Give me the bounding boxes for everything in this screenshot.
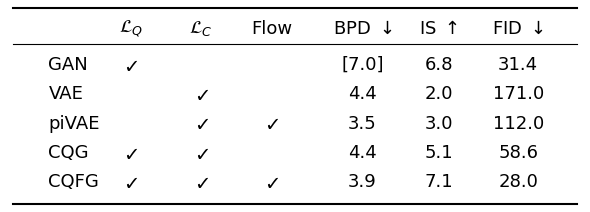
- Text: IS $\uparrow$: IS $\uparrow$: [419, 20, 458, 38]
- Text: CQG: CQG: [48, 144, 89, 162]
- Text: 5.1: 5.1: [425, 144, 453, 162]
- Text: $\checkmark$: $\checkmark$: [194, 114, 208, 133]
- Text: Flow: Flow: [251, 20, 292, 38]
- Text: 4.4: 4.4: [348, 85, 377, 103]
- Text: piVAE: piVAE: [48, 115, 100, 133]
- Text: 3.0: 3.0: [425, 115, 453, 133]
- Text: $\checkmark$: $\checkmark$: [123, 56, 138, 75]
- Text: $\checkmark$: $\checkmark$: [194, 144, 208, 163]
- Text: 4.4: 4.4: [348, 144, 377, 162]
- Text: 28.0: 28.0: [498, 173, 538, 191]
- Text: FID $\downarrow$: FID $\downarrow$: [492, 20, 544, 38]
- Text: 3.9: 3.9: [348, 173, 377, 191]
- Text: $\checkmark$: $\checkmark$: [123, 144, 138, 163]
- Text: $\checkmark$: $\checkmark$: [264, 173, 279, 192]
- Text: [7.0]: [7.0]: [341, 56, 384, 74]
- Text: 7.1: 7.1: [425, 173, 453, 191]
- Text: 6.8: 6.8: [425, 56, 453, 74]
- Text: 58.6: 58.6: [498, 144, 538, 162]
- Text: $\checkmark$: $\checkmark$: [194, 173, 208, 192]
- Text: BPD $\downarrow$: BPD $\downarrow$: [333, 20, 392, 38]
- Text: 31.4: 31.4: [498, 56, 538, 74]
- Text: CQFG: CQFG: [48, 173, 99, 191]
- Text: 2.0: 2.0: [425, 85, 453, 103]
- Text: $\checkmark$: $\checkmark$: [194, 85, 208, 104]
- Text: GAN: GAN: [48, 56, 88, 74]
- Text: $\mathcal{L}_Q$: $\mathcal{L}_Q$: [119, 18, 143, 39]
- Text: $\checkmark$: $\checkmark$: [264, 114, 279, 133]
- Text: 171.0: 171.0: [493, 85, 544, 103]
- Text: $\mathcal{L}_C$: $\mathcal{L}_C$: [189, 19, 213, 38]
- Text: 3.5: 3.5: [348, 115, 377, 133]
- Text: VAE: VAE: [48, 85, 83, 103]
- Text: $\checkmark$: $\checkmark$: [123, 173, 138, 192]
- Text: 112.0: 112.0: [493, 115, 544, 133]
